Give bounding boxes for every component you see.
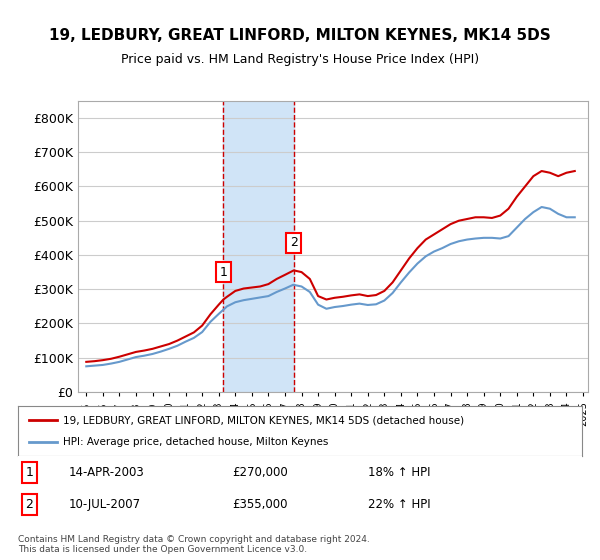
Text: £270,000: £270,000 — [232, 466, 288, 479]
Text: 10-JUL-2007: 10-JUL-2007 — [69, 498, 141, 511]
Text: 2: 2 — [290, 236, 298, 249]
Bar — [223, 101, 294, 392]
Text: Contains HM Land Registry data © Crown copyright and database right 2024.
This d: Contains HM Land Registry data © Crown c… — [18, 535, 370, 554]
Text: 18% ↑ HPI: 18% ↑ HPI — [368, 466, 430, 479]
Text: 19, LEDBURY, GREAT LINFORD, MILTON KEYNES, MK14 5DS: 19, LEDBURY, GREAT LINFORD, MILTON KEYNE… — [49, 28, 551, 43]
Text: 2: 2 — [25, 498, 33, 511]
Text: 1: 1 — [25, 466, 33, 479]
Text: Price paid vs. HM Land Registry's House Price Index (HPI): Price paid vs. HM Land Registry's House … — [121, 53, 479, 66]
Text: HPI: Average price, detached house, Milton Keynes: HPI: Average price, detached house, Milt… — [63, 437, 328, 447]
Text: £355,000: £355,000 — [232, 498, 288, 511]
Text: 19, LEDBURY, GREAT LINFORD, MILTON KEYNES, MK14 5DS (detached house): 19, LEDBURY, GREAT LINFORD, MILTON KEYNE… — [63, 415, 464, 425]
Text: 1: 1 — [220, 265, 227, 278]
Text: 14-APR-2003: 14-APR-2003 — [69, 466, 145, 479]
Text: 22% ↑ HPI: 22% ↑ HPI — [368, 498, 430, 511]
